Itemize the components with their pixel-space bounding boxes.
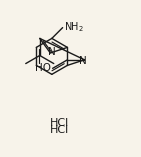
Text: HO: HO bbox=[35, 63, 51, 73]
Text: N: N bbox=[48, 47, 56, 57]
Text: NH$_2$: NH$_2$ bbox=[64, 20, 84, 34]
Text: HCl: HCl bbox=[50, 118, 69, 128]
Text: HCl: HCl bbox=[50, 125, 69, 135]
Text: N: N bbox=[79, 56, 87, 65]
